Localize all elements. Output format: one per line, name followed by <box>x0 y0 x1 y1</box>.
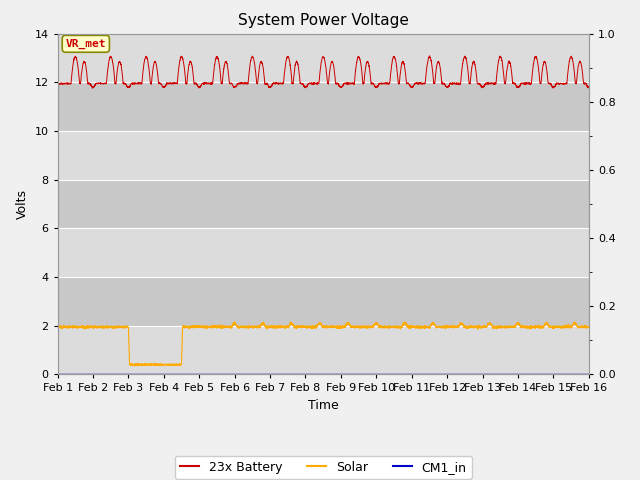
Title: System Power Voltage: System Power Voltage <box>238 13 408 28</box>
Solar <box>307 324 314 330</box>
Solar <box>282 324 289 330</box>
Bar <box>58 131 589 180</box>
23x Battery <box>307 81 314 86</box>
CM1_in <box>277 372 285 377</box>
Solar <box>231 319 239 324</box>
Bar <box>58 82 589 131</box>
Solar <box>543 321 550 326</box>
23x Battery <box>569 59 577 64</box>
Line: Solar: Solar <box>58 322 589 366</box>
Y-axis label: Volts: Volts <box>16 189 29 219</box>
Legend: 23x Battery, Solar, CM1_in: 23x Battery, Solar, CM1_in <box>175 456 472 479</box>
Solar <box>134 363 142 369</box>
Bar <box>58 180 589 228</box>
23x Battery <box>88 85 96 91</box>
23x Battery <box>426 53 433 59</box>
Solar <box>569 323 577 328</box>
Text: VR_met: VR_met <box>65 39 106 49</box>
Solar <box>440 324 447 329</box>
Solar <box>585 324 593 329</box>
CM1_in <box>585 372 593 377</box>
Bar <box>58 277 589 326</box>
Solar <box>277 324 285 330</box>
23x Battery <box>54 81 61 86</box>
CM1_in <box>440 372 447 377</box>
23x Battery <box>543 64 550 70</box>
CM1_in <box>568 372 576 377</box>
23x Battery <box>440 81 447 87</box>
23x Battery <box>282 64 289 70</box>
Solar <box>54 324 61 330</box>
Bar <box>58 326 589 374</box>
23x Battery <box>585 84 593 90</box>
CM1_in <box>542 372 550 377</box>
CM1_in <box>281 372 289 377</box>
CM1_in <box>54 372 61 377</box>
Bar <box>58 34 589 82</box>
23x Battery <box>277 81 285 86</box>
X-axis label: Time: Time <box>308 399 339 412</box>
Bar <box>58 228 589 277</box>
Line: 23x Battery: 23x Battery <box>58 56 589 88</box>
CM1_in <box>306 372 314 377</box>
